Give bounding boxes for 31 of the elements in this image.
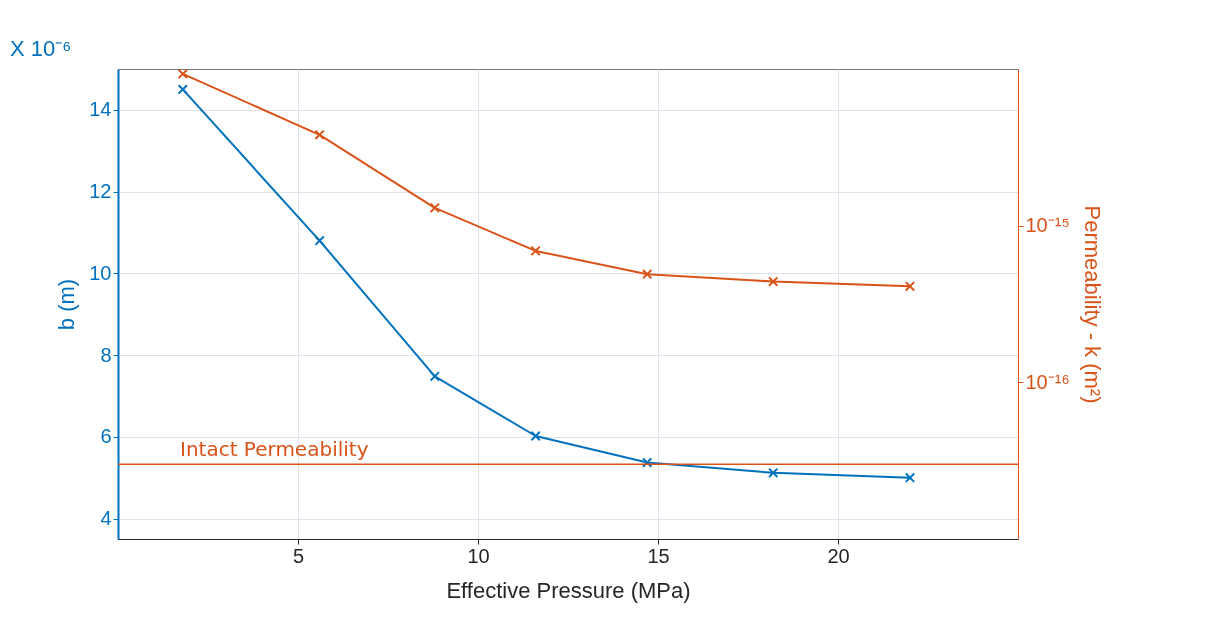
point bbox=[177, 84, 188, 95]
point bbox=[177, 68, 188, 80]
point bbox=[314, 129, 325, 141]
point bbox=[904, 281, 916, 292]
point bbox=[530, 430, 541, 442]
point bbox=[768, 276, 779, 287]
point bbox=[642, 269, 653, 280]
y2-tick-label: 10⁻¹⁶ bbox=[1025, 370, 1070, 393]
ref-line-label: Intact Permeability bbox=[180, 437, 369, 462]
text: X 10⁻⁶ bbox=[10, 36, 72, 61]
point bbox=[904, 472, 916, 483]
y-tick-label: 12 bbox=[89, 180, 112, 203]
point bbox=[642, 457, 653, 468]
y-tick-label: 4 bbox=[100, 507, 112, 530]
y-tick-label: 8 bbox=[100, 343, 112, 366]
x-tick-label: 20 bbox=[827, 544, 850, 567]
y2-axis-title: Permeability - k (m²) bbox=[1079, 205, 1105, 404]
y2-tick-label: 10⁻¹⁵ bbox=[1025, 214, 1070, 237]
x-tick-label: 15 bbox=[647, 544, 670, 567]
y-tick-label: 10 bbox=[89, 261, 112, 284]
point bbox=[768, 467, 779, 478]
point bbox=[530, 245, 541, 257]
point bbox=[314, 235, 325, 246]
x-tick-label: 5 bbox=[292, 544, 305, 567]
x-axis-title: Effective Pressure (MPa) bbox=[446, 577, 691, 603]
y-tick-label: 14 bbox=[89, 98, 112, 121]
y-axis-title: b (m) bbox=[54, 278, 80, 331]
x-tick-label: 10 bbox=[467, 544, 490, 567]
y-tick-label: 6 bbox=[100, 425, 112, 448]
point bbox=[429, 202, 440, 213]
point bbox=[429, 371, 440, 382]
